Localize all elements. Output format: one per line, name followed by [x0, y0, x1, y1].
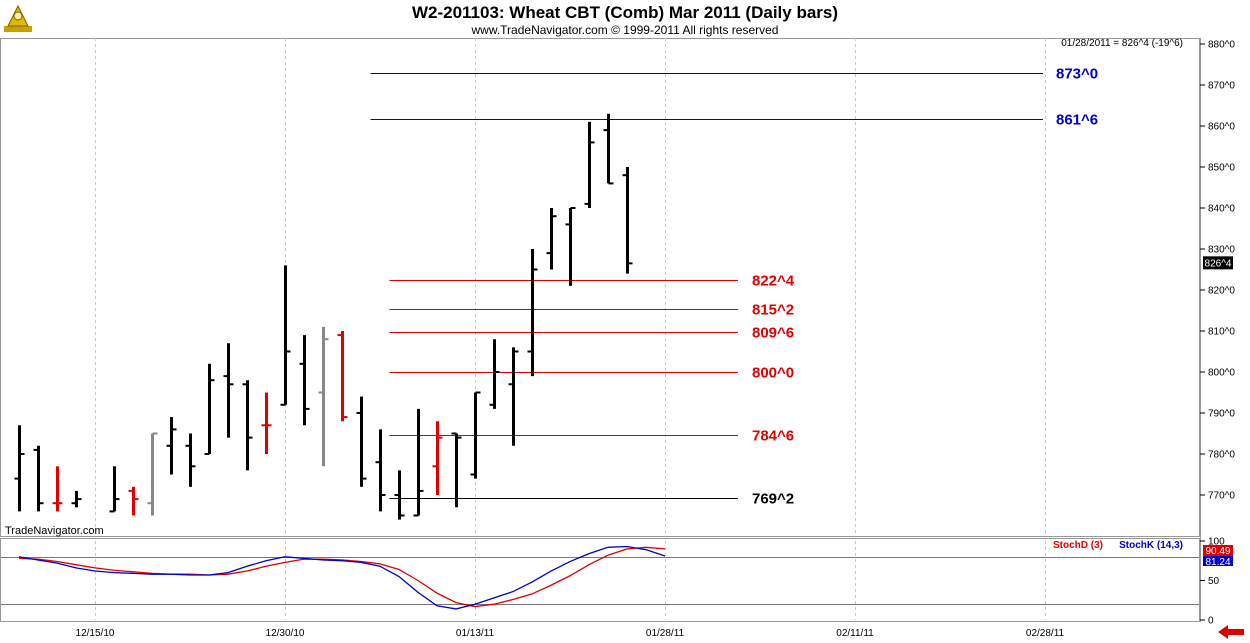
date-label-4: 02/11/11 — [836, 628, 874, 639]
date-label-1: 12/30/10 — [266, 628, 305, 639]
bars-group — [14, 113, 633, 520]
price-bar-3 — [71, 490, 82, 508]
price-tick-label-7: 810^0 — [1208, 327, 1235, 338]
price-bar-23 — [470, 391, 481, 479]
stoch-k-tag: 81.24 — [1205, 557, 1230, 568]
price-bar-8 — [185, 433, 196, 487]
date-label-0: 12/15/10 — [76, 628, 115, 639]
price-bar-19 — [394, 470, 405, 520]
chart-subtitle: www.TradeNavigator.com © 1999-2011 All r… — [471, 23, 779, 37]
price-bar-22 — [451, 432, 462, 508]
price-bars — [14, 113, 633, 520]
price-bar-6 — [147, 432, 158, 516]
level-label-5: 800^0 — [752, 365, 794, 382]
stoch-tick-label-2: 0 — [1208, 616, 1214, 627]
price-tick-label-11: 770^0 — [1208, 491, 1235, 502]
price-bar-25 — [508, 347, 519, 446]
chart-title: W2-201103: Wheat CBT (Comb) Mar 2011 (Da… — [412, 3, 838, 22]
date-label-3: 01/28/11 — [646, 628, 685, 639]
price-bar-5 — [128, 486, 139, 516]
stoch-tick-label-1: 50 — [1208, 576, 1220, 587]
stoch-d-tag-bg — [1203, 545, 1233, 556]
stoch-d-line — [18, 546, 666, 608]
price-bar-27 — [546, 208, 557, 270]
last-price-tag-bg — [1203, 256, 1233, 270]
price-bar-30 — [603, 113, 614, 185]
price-tick-label-10: 780^0 — [1208, 450, 1235, 461]
price-tick-label-6: 820^0 — [1208, 286, 1235, 297]
price-bar-10 — [223, 343, 234, 438]
price-tick-label-0: 880^0 — [1208, 40, 1235, 51]
scroll-left-arrow-icon[interactable] — [1214, 622, 1248, 642]
stoch-d-legend: StochD (3) — [1053, 540, 1103, 551]
price-bar-13 — [280, 265, 291, 406]
price-tick-label-1: 870^0 — [1208, 81, 1235, 92]
date-label-2: 01/13/11 — [456, 628, 495, 639]
price-tick-label-2: 860^0 — [1208, 122, 1235, 133]
price-bar-20 — [413, 408, 424, 517]
price-tick-label-9: 790^0 — [1208, 409, 1235, 420]
price-bar-21 — [432, 421, 443, 495]
price-bar-17 — [356, 396, 367, 487]
price-bar-18 — [375, 429, 386, 512]
level-label-7: 769^2 — [752, 491, 794, 508]
stoch-panel-frame — [0, 538, 1200, 622]
price-bar-16 — [337, 331, 348, 422]
support-resistance-levels: 873^0 861^6 822^4 815^2 809^6 800^0 784^6 769^2 — [370, 66, 1098, 508]
price-tick-label-8: 800^0 — [1208, 368, 1235, 379]
date-label-5: 02/28/11 — [1026, 628, 1065, 639]
level-label-3: 815^2 — [752, 302, 794, 319]
level-label-1: 861^6 — [1056, 112, 1098, 129]
stoch-k-line — [18, 545, 666, 610]
price-bar-14 — [299, 335, 310, 426]
price-tick-label-5: 830^0 — [1208, 245, 1235, 256]
last-price-tag: 826^4 — [1205, 258, 1232, 269]
price-bar-2 — [52, 466, 63, 512]
stochastic-panel — [1, 545, 1199, 610]
logo-icon — [4, 4, 32, 32]
price-bar-4 — [109, 466, 120, 513]
stoch-k-tag-bg — [1203, 556, 1233, 566]
price-bar-9 — [204, 363, 215, 455]
price-tick-label-3: 850^0 — [1208, 163, 1235, 174]
price-bar-29 — [584, 121, 595, 208]
price-bar-24 — [489, 339, 500, 409]
price-bar-26 — [527, 249, 538, 377]
price-bar-1 — [33, 445, 44, 512]
price-panel-frame — [0, 38, 1200, 537]
price-bar-7 — [166, 417, 177, 475]
last-quote: 01/28/2011 = 826^4 (-19^6) — [1061, 38, 1183, 49]
price-bar-11 — [242, 380, 253, 471]
price-axis-area — [1200, 38, 1250, 622]
stoch-d-tag: 90.49 — [1205, 546, 1230, 557]
price-bar-12 — [261, 392, 272, 454]
stoch-k-legend: StochK (14,3) — [1119, 540, 1183, 551]
price-tick-label-4: 840^0 — [1208, 204, 1235, 215]
date-axis: 12/15/10 12/30/10 01/13/11 01/28/11 02/11/11… — [76, 628, 1065, 639]
price-bar-0 — [14, 425, 25, 512]
price-axis: 880^0 870^0 860^0 850^0 840^0 830^0 820^0 810^0… — [1200, 38, 1235, 627]
level-label-4: 809^6 — [752, 325, 794, 342]
price-bar-28 — [565, 207, 576, 286]
level-label-0: 873^0 — [1056, 66, 1098, 83]
watermark: TradeNavigator.com — [5, 525, 104, 537]
level-label-6: 784^6 — [752, 428, 794, 445]
level-label-2: 822^4 — [752, 273, 795, 290]
stoch-tick-label-0: 100 — [1208, 537, 1225, 548]
price-bar-31 — [622, 167, 633, 274]
price-bar-15 — [318, 326, 329, 467]
